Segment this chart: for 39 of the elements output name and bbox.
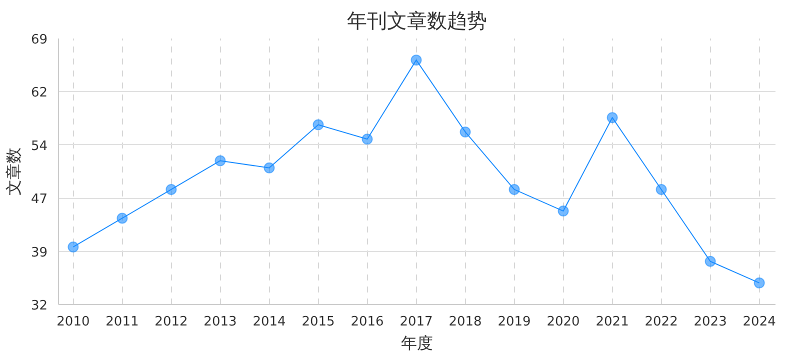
point bbox=[606, 112, 618, 124]
y-tick-label: 69 bbox=[30, 32, 48, 48]
chart-title: 年刊文章数趋势 bbox=[347, 8, 487, 32]
x-tick-label: 2014 bbox=[252, 314, 286, 330]
point bbox=[214, 155, 226, 166]
point bbox=[754, 277, 765, 288]
y-tick-label: 54 bbox=[30, 138, 48, 154]
x-tick-label: 2021 bbox=[596, 314, 629, 330]
y-axis-title: 文章数 bbox=[4, 148, 23, 196]
x-tick-label: 2023 bbox=[694, 314, 727, 330]
point bbox=[362, 134, 373, 145]
point bbox=[410, 54, 422, 66]
x-tick-label: 2015 bbox=[302, 314, 335, 330]
point bbox=[460, 126, 471, 138]
x-tick-label: 2017 bbox=[400, 314, 433, 330]
y-tick-label: 47 bbox=[30, 192, 48, 208]
point bbox=[68, 241, 79, 252]
x-axis-title: 年度 bbox=[401, 334, 433, 352]
point bbox=[704, 256, 716, 267]
point bbox=[312, 119, 324, 130]
x-tick-label: 2024 bbox=[742, 314, 776, 330]
x-tick-label: 2019 bbox=[498, 314, 531, 330]
x-tick-label: 2016 bbox=[350, 314, 384, 330]
y-tick-label: 39 bbox=[30, 245, 48, 260]
x-tick-label: 2013 bbox=[204, 314, 237, 330]
x-tick-label: 2012 bbox=[154, 314, 188, 330]
point bbox=[656, 184, 667, 195]
x-tick-label: 2011 bbox=[106, 314, 139, 330]
x-tick-label: 2022 bbox=[644, 314, 678, 330]
point bbox=[508, 184, 520, 195]
point bbox=[166, 184, 177, 195]
point bbox=[558, 206, 569, 217]
point bbox=[116, 212, 128, 224]
x-tick-label: 2010 bbox=[56, 314, 90, 330]
y-tick-label: 32 bbox=[30, 298, 48, 314]
y-tick-label: 62 bbox=[30, 86, 48, 101]
x-tick-label: 2020 bbox=[546, 314, 580, 330]
x-tick-label: 2018 bbox=[448, 314, 482, 330]
point bbox=[264, 162, 275, 174]
